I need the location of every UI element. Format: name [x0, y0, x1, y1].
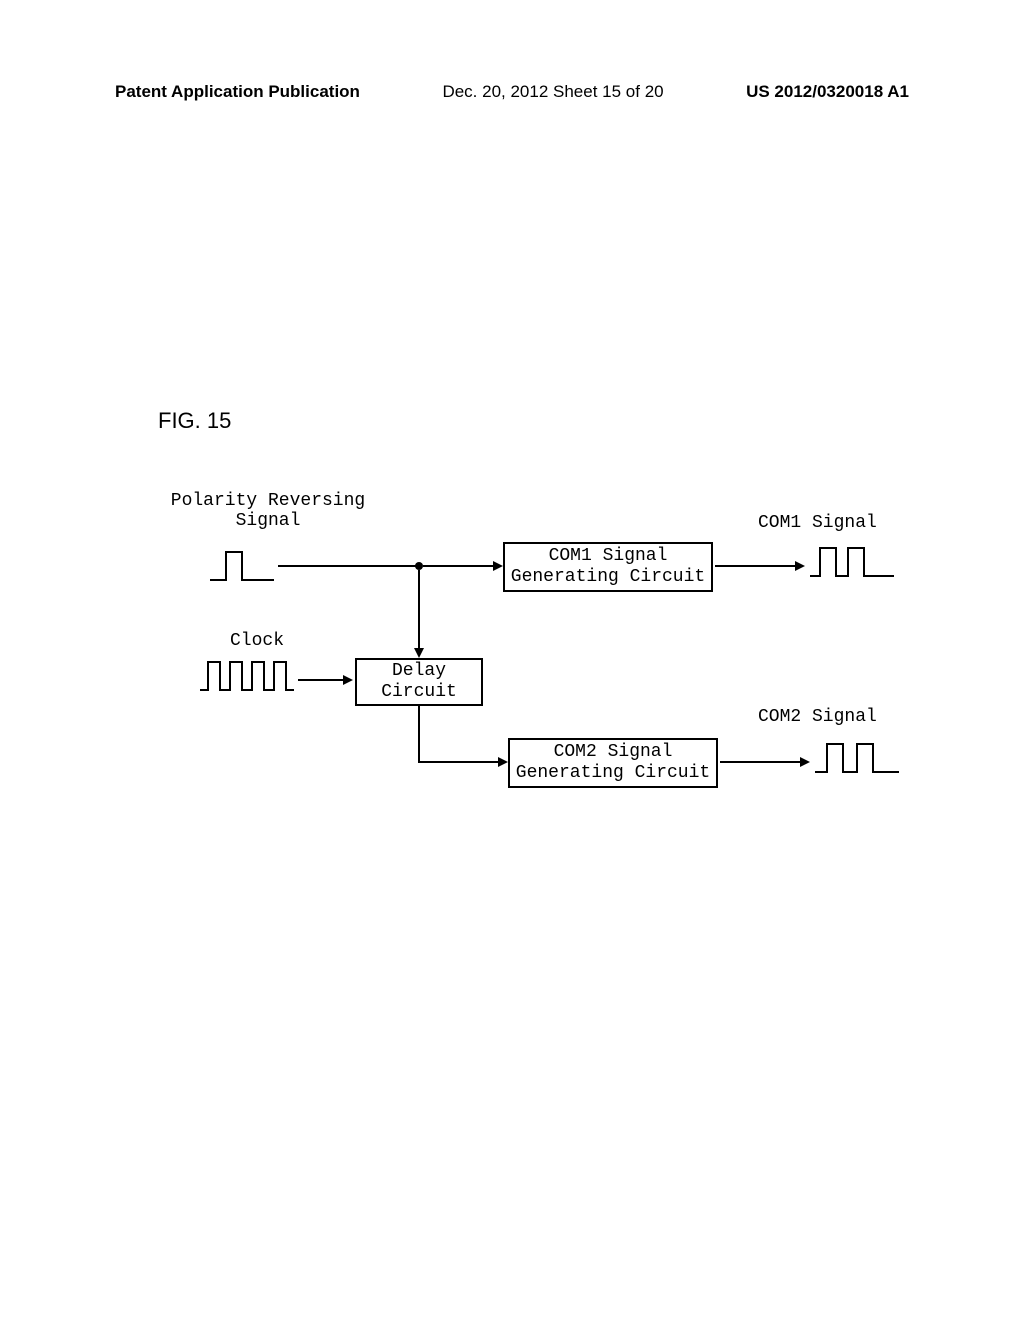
com1-generating-circuit-box: COM1 Signal Generating Circuit [503, 542, 713, 592]
label-polarity-text: Polarity Reversing Signal [171, 491, 365, 531]
delay-circuit-box: Delay Circuit [355, 658, 483, 706]
arrow-com1-out-icon [715, 556, 805, 576]
wire-polarity-to-junction [278, 560, 418, 580]
waveform-com2-icon [813, 740, 903, 776]
com1-box-label: COM1 Signal Generating Circuit [511, 546, 705, 587]
waveform-clock-icon [198, 658, 298, 694]
wire-delay-to-com2 [413, 706, 508, 776]
delay-box-label: Delay Circuit [381, 661, 457, 702]
header-left: Patent Application Publication [115, 82, 360, 102]
arrow-com2-out-icon [720, 752, 810, 772]
header-center: Dec. 20, 2012 Sheet 15 of 20 [442, 82, 663, 102]
label-com2-signal: COM2 Signal [758, 708, 877, 728]
arrow-to-com1-icon [423, 556, 503, 576]
figure-label: FIG. 15 [158, 408, 231, 434]
com2-box-label: COM2 Signal Generating Circuit [516, 742, 710, 783]
label-com1-signal: COM1 Signal [758, 514, 877, 534]
header-right: US 2012/0320018 A1 [746, 82, 909, 102]
waveform-polarity-icon [208, 548, 278, 584]
label-polarity: Polarity Reversing Signal [168, 492, 368, 532]
arrow-clock-to-delay-icon [298, 670, 353, 690]
page-header: Patent Application Publication Dec. 20, … [0, 82, 1024, 102]
waveform-com1-icon [808, 544, 898, 580]
label-clock: Clock [230, 632, 284, 652]
com2-generating-circuit-box: COM2 Signal Generating Circuit [508, 738, 718, 788]
wire-junction-to-delay [413, 570, 433, 658]
